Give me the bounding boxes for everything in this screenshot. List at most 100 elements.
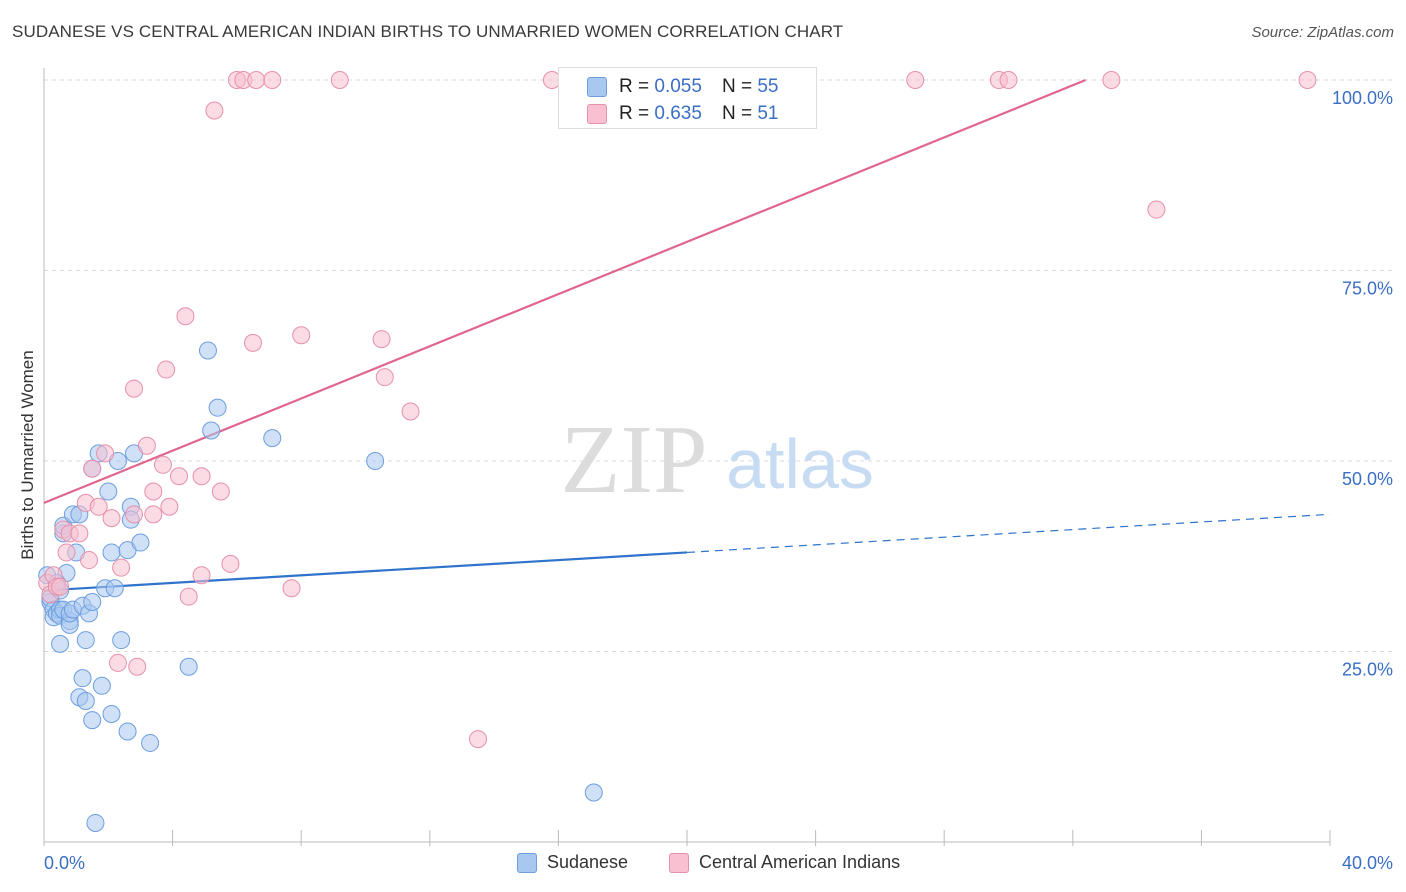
legend-label-sudanese: Sudanese [547, 852, 629, 872]
legend-item-central-american-indians[interactable]: Central American Indians [669, 852, 900, 873]
n-value: 51 [757, 103, 779, 124]
sudanese-point-28 [83, 592, 102, 611]
central-american-indians-point-29 [192, 566, 211, 585]
y-tick-label-1: 50.0% [1342, 469, 1393, 489]
sudanese-point-37 [105, 579, 124, 598]
central-american-indians-point-39 [282, 579, 301, 598]
sudanese-point-39 [112, 631, 131, 650]
r-label: R = [619, 76, 650, 97]
sudanese-point-9 [51, 634, 70, 653]
sudanese-point-34 [99, 482, 118, 501]
central-american-indians-point-16 [112, 558, 131, 577]
sudanese-point-41 [118, 722, 137, 741]
central-american-indians-point-10 [80, 551, 99, 570]
n-value: 55 [757, 76, 779, 97]
central-american-indians-point-52 [1298, 71, 1317, 89]
trend-line-0 [43, 551, 688, 592]
central-american-indians-point-38 [263, 71, 282, 89]
sudanese-point-24 [76, 692, 95, 711]
central-american-indians-swatch [587, 104, 607, 124]
central-american-indians-point-26 [170, 467, 189, 486]
central-american-indians-point-18 [125, 379, 144, 398]
central-american-indians-point-30 [192, 467, 211, 486]
chart-title: SUDANESE VS CENTRAL AMERICAN INDIAN BIRT… [12, 22, 844, 41]
sudanese-point-45 [131, 533, 150, 552]
sudanese-point-46 [141, 733, 160, 752]
y-tick-label-0: 25.0% [1342, 660, 1393, 680]
legend-label-central-american-indians: Central American Indians [699, 852, 901, 872]
central-american-indians-point-8 [70, 524, 89, 543]
sudanese-swatch [587, 77, 607, 97]
axes [43, 68, 1331, 846]
grid-lines [44, 79, 1392, 652]
sudanese-point-35 [102, 543, 121, 562]
sudanese-point-27 [83, 711, 102, 730]
sudanese-point-32 [92, 676, 111, 695]
r-value: 0.055 [654, 76, 702, 97]
r-label: R = [619, 103, 650, 124]
central-american-indians-point-22 [144, 482, 163, 501]
central-american-indians-point-44 [401, 402, 420, 421]
central-american-indians-point-6 [57, 543, 76, 562]
y-axis-label: Births to Unmarried Women [18, 350, 37, 559]
central-american-indians-point-4 [51, 577, 70, 596]
x-tick-label-0: 0.0% [44, 853, 85, 873]
central-american-indians-point-19 [128, 657, 147, 676]
bottom-legend: Sudanese Central American Indians [0, 852, 1406, 876]
central-american-indians-point-45 [469, 730, 488, 749]
x-tick-label-1: 40.0% [1342, 853, 1393, 873]
sudanese-point-50 [208, 398, 227, 417]
n-label: N = [721, 103, 753, 124]
central-american-indians-point-20 [137, 436, 156, 455]
central-american-indians-point-42 [372, 330, 391, 349]
central-american-indians-point-14 [102, 509, 121, 528]
central-american-indians-point-31 [205, 101, 224, 120]
sudanese-point-47 [179, 657, 198, 676]
watermark: ZIP atlas [561, 406, 874, 514]
central-american-indians-point-40 [292, 326, 311, 345]
y-tick-label-3: 100.0% [1332, 88, 1393, 108]
central-american-indians-point-43 [375, 368, 394, 387]
sudanese-point-49 [202, 421, 221, 440]
stats-row-central-american-indians: R = 0.635 N = 51 [559, 100, 778, 128]
central-american-indians-point-37 [247, 71, 266, 89]
legend-item-sudanese[interactable]: Sudanese [517, 852, 628, 873]
n-label: N = [721, 76, 753, 97]
central-american-indians-point-41 [330, 71, 349, 89]
central-american-indians-point-21 [144, 505, 163, 524]
central-american-indians-point-24 [157, 360, 176, 379]
central-american-indians-point-13 [96, 444, 115, 463]
legend-swatch-sudanese [517, 852, 537, 873]
central-american-indians-point-15 [108, 653, 127, 672]
y-tick-label-2: 75.0% [1342, 279, 1393, 299]
trend-line-extension-0 [686, 513, 1331, 554]
tick-labels: 25.0% 50.0% 75.0% 100.0% 0.0% 40.0% [44, 88, 1393, 873]
central-american-indians-point-32 [211, 482, 230, 501]
r-value: 0.635 [654, 103, 702, 124]
sudanese-point-30 [86, 813, 105, 832]
sudanese-point-36 [102, 704, 121, 723]
central-american-indians-point-23 [153, 455, 172, 474]
data-points [38, 71, 1317, 832]
central-american-indians-point-49 [999, 71, 1018, 89]
sudanese-point-25 [76, 631, 95, 650]
chart-source: Source: ZipAtlas.com [1251, 24, 1394, 41]
sudanese-point-48 [198, 341, 217, 360]
watermark-zip: ZIP [561, 406, 708, 514]
central-american-indians-point-50 [1102, 71, 1121, 89]
sudanese-point-53 [584, 783, 603, 802]
central-american-indians-point-25 [160, 497, 179, 516]
central-american-indians-point-36 [243, 333, 262, 352]
central-american-indians-point-11 [83, 459, 102, 478]
central-american-indians-point-33 [221, 554, 240, 573]
sudanese-point-52 [366, 452, 385, 470]
central-american-indians-point-47 [906, 71, 925, 89]
central-american-indians-point-12 [89, 497, 108, 516]
central-american-indians-point-51 [1147, 200, 1166, 219]
central-american-indians-point-17 [125, 505, 144, 524]
sudanese-point-22 [73, 669, 92, 688]
stats-legend-box: R = 0.055 N = 55 R = 0.635 N = 51 [558, 67, 817, 129]
central-american-indians-point-27 [176, 307, 195, 326]
watermark-atlas: atlas [726, 425, 874, 503]
